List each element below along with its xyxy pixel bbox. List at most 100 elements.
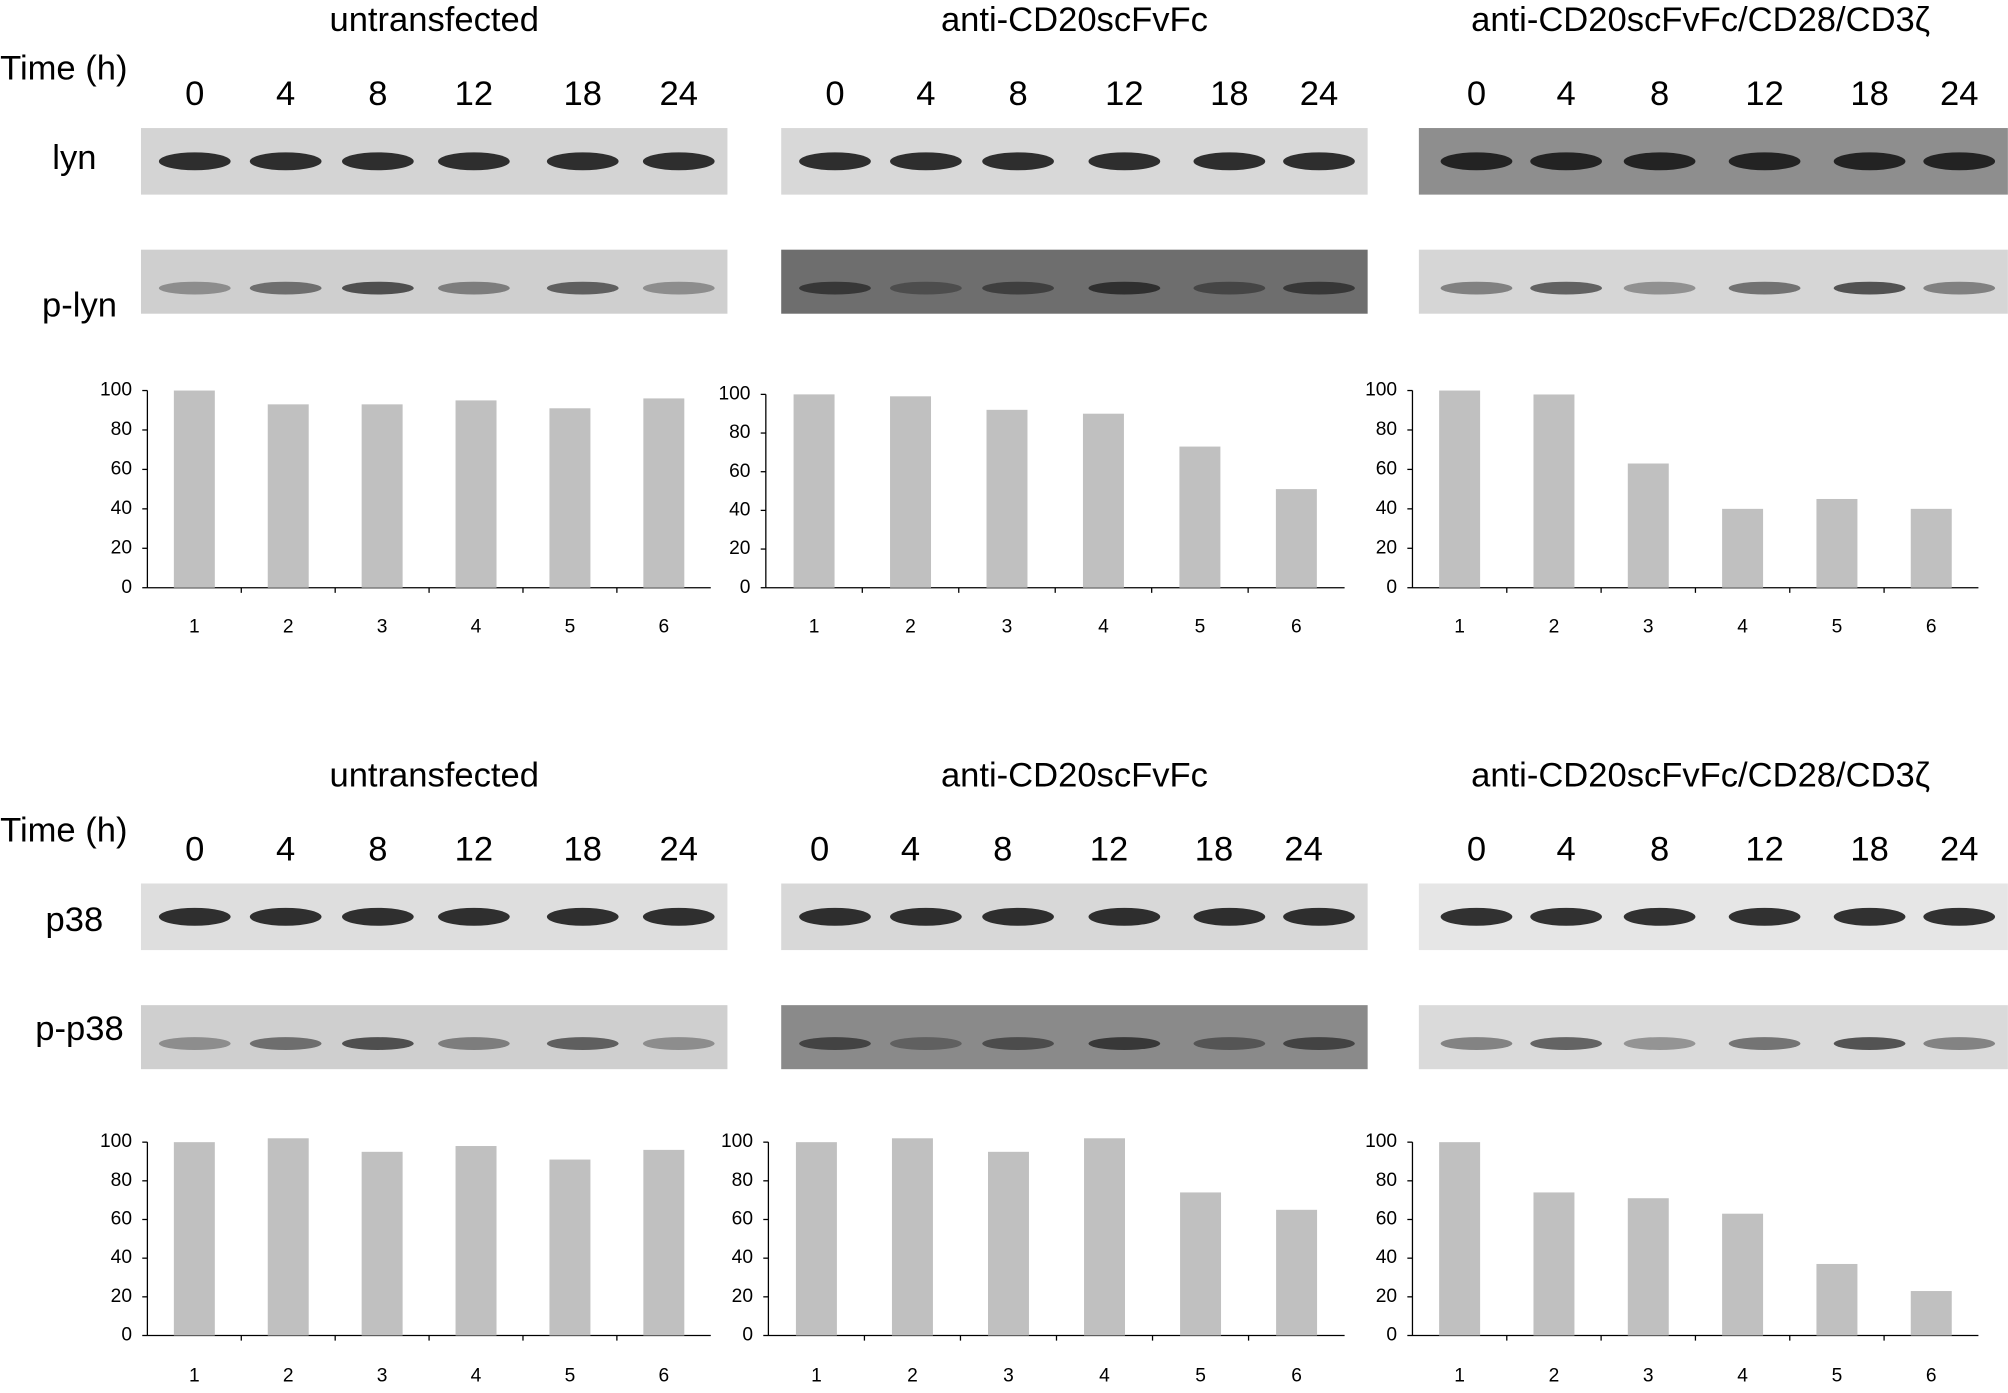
lane-time: 4 [916, 75, 935, 113]
y-tick-label: 40 [1376, 498, 1397, 519]
x-tick-label: 2 [283, 1366, 294, 1387]
band [1088, 281, 1161, 295]
band [1530, 907, 1602, 926]
band [890, 1037, 962, 1050]
y-tick-label: 100 [1365, 380, 1397, 401]
y-tick-label: 100 [100, 380, 132, 401]
blot [781, 1005, 1368, 1070]
bar [1179, 446, 1221, 588]
band [546, 281, 619, 295]
blot [140, 883, 728, 951]
y-tick-label: 0 [121, 577, 132, 598]
bar [361, 404, 403, 588]
band [1193, 907, 1266, 926]
lane-time: 4 [901, 831, 920, 869]
bar [795, 1142, 837, 1336]
bar [549, 1159, 591, 1336]
bar [1533, 394, 1575, 588]
band [1440, 907, 1513, 926]
y-tick-label: 40 [732, 1247, 753, 1268]
group-title: untransfected [329, 1, 538, 39]
band [1193, 281, 1266, 295]
x-tick-label: 4 [1737, 1366, 1748, 1387]
x-tick-label: 3 [1643, 1366, 1654, 1387]
bar [1722, 1213, 1764, 1336]
y-tick-label: 20 [1376, 537, 1397, 558]
x-tick-label: 2 [1549, 616, 1560, 637]
lane-time: 4 [276, 75, 295, 113]
lane-time: 12 [1745, 75, 1783, 113]
bar [1180, 1192, 1222, 1336]
band [642, 152, 715, 171]
bar [890, 396, 932, 588]
band [1833, 1037, 1906, 1050]
bar [455, 400, 497, 588]
band [438, 1037, 510, 1050]
band [1283, 281, 1355, 295]
band [546, 1037, 619, 1050]
bar [643, 1149, 685, 1336]
y-tick-label: 60 [1376, 458, 1397, 479]
lane-time: 4 [1556, 831, 1575, 869]
lane-time: 24 [1940, 831, 1978, 869]
blot-label: p38 [46, 901, 104, 939]
blot [781, 249, 1368, 314]
lane-time: 12 [455, 75, 493, 113]
band [1193, 1037, 1266, 1050]
x-tick-label: 2 [283, 616, 294, 637]
y-tick-label: 40 [1376, 1247, 1397, 1268]
band [1623, 907, 1696, 926]
x-tick-label: 4 [1099, 1366, 1110, 1387]
lane-time: 18 [1210, 75, 1248, 113]
y-tick-label: 80 [732, 1170, 753, 1191]
band [890, 152, 962, 171]
y-tick-label: 100 [1365, 1131, 1397, 1152]
x-tick-label: 1 [189, 616, 200, 637]
band [1923, 281, 1996, 295]
band [1728, 152, 1801, 171]
lane-time: 24 [660, 75, 698, 113]
band [1088, 1037, 1161, 1050]
lane-time: 4 [1556, 75, 1575, 113]
band [799, 1037, 871, 1050]
lane-time: 18 [564, 831, 602, 869]
band [249, 152, 322, 171]
lane-time: 0 [185, 831, 204, 869]
x-tick-label: 1 [1454, 1366, 1465, 1387]
x-tick-label: 2 [1549, 1366, 1560, 1387]
group-title: anti-CD20scFvFc [941, 756, 1208, 794]
band [1623, 1037, 1696, 1050]
y-tick-label: 60 [1376, 1209, 1397, 1230]
band [249, 907, 322, 926]
band [1623, 152, 1696, 171]
band [1923, 907, 1996, 926]
lane-time: 18 [564, 75, 602, 113]
group-title: anti-CD20scFvFc [941, 1, 1208, 39]
x-tick-label: 6 [658, 1366, 669, 1387]
lane-time: 12 [1105, 75, 1143, 113]
x-tick-label: 4 [1098, 616, 1109, 637]
band [158, 907, 231, 926]
band [1440, 1037, 1513, 1050]
bar [1533, 1192, 1575, 1336]
time-label: Time (h) [0, 811, 127, 849]
blot [140, 1005, 728, 1070]
blot-label: p-p38 [35, 1010, 123, 1048]
lane-time: 8 [368, 831, 387, 869]
band [1923, 1037, 1996, 1050]
bar [1816, 498, 1858, 588]
y-tick-label: 60 [111, 1209, 132, 1230]
lane-time: 0 [825, 75, 844, 113]
lane-time: 4 [276, 831, 295, 869]
bar [643, 398, 685, 588]
lane-time: 24 [1940, 75, 1978, 113]
y-tick-label: 100 [721, 1131, 753, 1152]
bar [267, 1138, 309, 1336]
y-tick-label: 40 [111, 498, 132, 519]
band [1923, 152, 1996, 171]
blot [781, 128, 1368, 195]
lane-time: 8 [368, 75, 387, 113]
band [158, 1037, 231, 1050]
band [1283, 152, 1355, 171]
